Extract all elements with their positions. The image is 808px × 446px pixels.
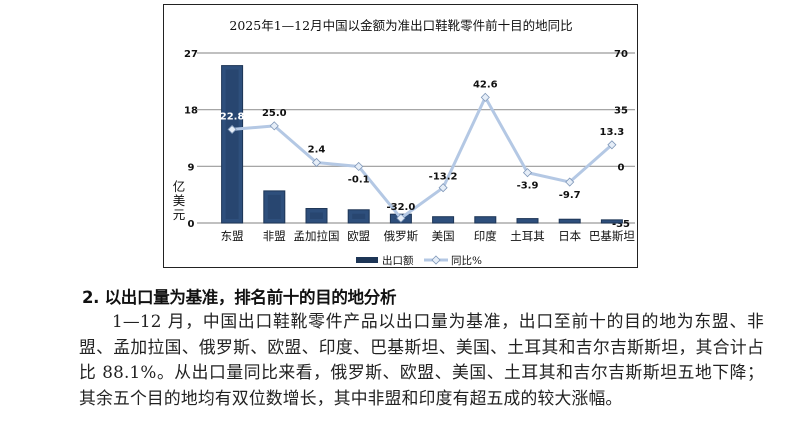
x-tick-label: 巴基斯坦 [589, 229, 635, 243]
yoy-data-label: 25.0 [262, 108, 287, 119]
chart: 2025年1—12月中国以金额为准出口鞋靴零件前十目的地同比 0 9 18 27 -35 0… [163, 4, 638, 268]
bar [432, 216, 455, 224]
x-tick-label: 印度 [474, 229, 497, 243]
x-tick-label: 土耳其 [510, 229, 545, 243]
x-tick-label: 俄罗斯 [384, 229, 419, 243]
bar [516, 218, 539, 224]
yoy-point [311, 157, 322, 168]
yoy-point [480, 92, 490, 102]
x-tick-label: 日本 [558, 229, 581, 243]
y2-tick-label: 0 [618, 162, 625, 173]
y2-tick-label: -35 [612, 219, 630, 230]
x-tick-label: 东盟 [221, 229, 244, 243]
y-axis-label: 亿美元 [172, 179, 186, 222]
y-tick-label: 9 [188, 162, 195, 173]
yoy-data-label: -3.9 [517, 181, 539, 192]
yoy-point [354, 161, 364, 172]
yoy-data-label: -9.7 [559, 190, 581, 201]
x-tick-label: 美国 [432, 229, 455, 243]
yoy-data-label: 22.8 [220, 111, 245, 122]
body-paragraph: 1—12 月，中国出口鞋靴零件产品以出口量为基准，出口至前十的目的地为东盟、非盟… [79, 311, 764, 409]
bar-bevel [352, 213, 366, 219]
chart-svg: 2025年1—12月中国以金额为准出口鞋靴零件前十目的地同比 0 9 18 27 -35 0… [184, 18, 635, 267]
yoy-point [227, 124, 237, 134]
x-tick-label: 孟加拉国 [294, 229, 340, 243]
yoy-data-label: 2.4 [308, 144, 326, 155]
y2-tick-label: 35 [614, 106, 628, 117]
yoy-data-label: 42.6 [473, 79, 498, 90]
y-tick-label: 18 [184, 106, 198, 117]
y-tick-label: 0 [188, 219, 195, 230]
chart-title: 2025年1—12月中国以金额为准出口鞋靴零件前十目的地同比 [229, 18, 572, 33]
bar-bevel [225, 69, 239, 219]
bar-bevel [310, 212, 323, 219]
yoy-line [231, 95, 613, 220]
x-tick-label: 非盟 [263, 229, 286, 243]
legend-bar-swatch [356, 257, 378, 263]
section-heading: 2. 以出口量为基准，排名前十的目的地分析 [82, 288, 397, 307]
yoy-point [522, 168, 533, 178]
bar-bevel [267, 194, 281, 219]
yoy-point [396, 213, 406, 223]
bar [558, 218, 581, 224]
yoy-point [607, 140, 617, 150]
bar [600, 219, 623, 224]
yoy-data-label: -0.1 [348, 174, 370, 185]
legend-line-label: 同比% [451, 254, 482, 267]
y2-tick-label: 70 [614, 49, 628, 60]
yoy-data-label: 13.3 [600, 127, 625, 138]
y-tick-label: 27 [184, 49, 198, 60]
yoy-point [438, 183, 448, 193]
yoy-data-label: -13.2 [429, 172, 458, 183]
x-tick-label: 欧盟 [347, 229, 370, 243]
bar [474, 216, 497, 224]
legend-line-marker [431, 255, 441, 265]
legend-bar-label: 出口额 [382, 254, 414, 267]
yoy-point [565, 177, 575, 187]
yoy-point [269, 121, 279, 131]
yoy-data-label: -32.0 [386, 202, 415, 213]
